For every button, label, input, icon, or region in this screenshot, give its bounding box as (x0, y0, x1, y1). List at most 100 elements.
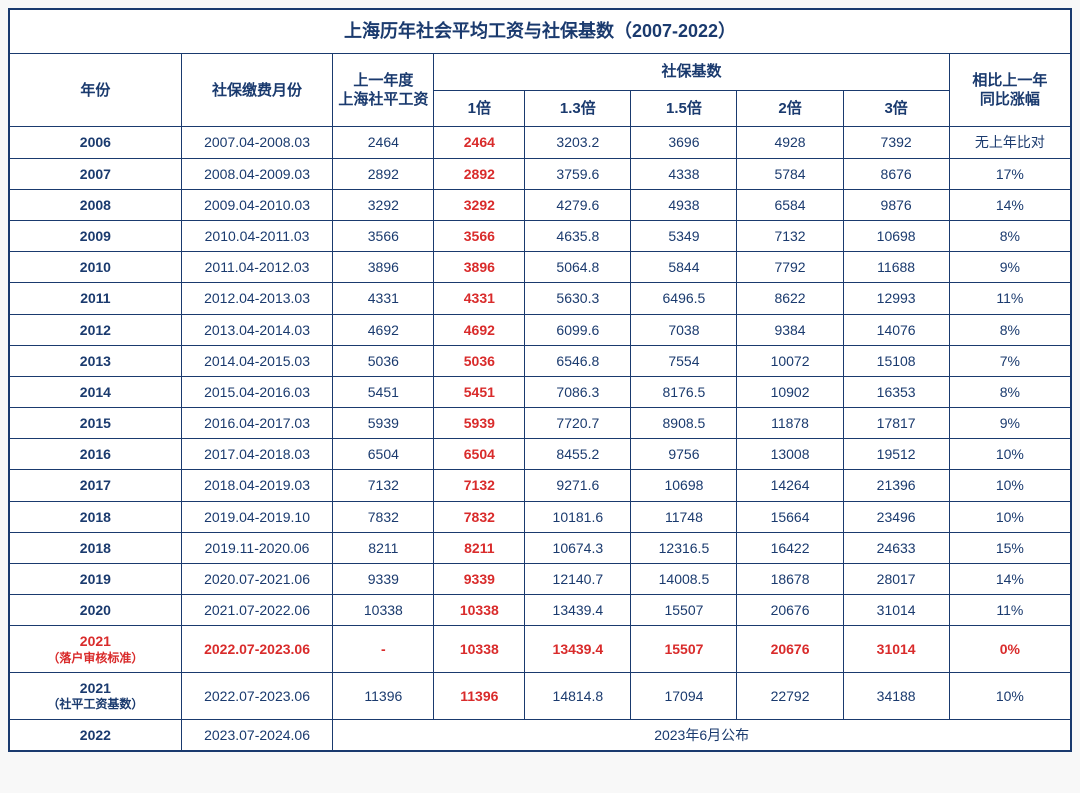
table-row: 20102011.04-2012.03389638965064.85844779… (10, 252, 1071, 283)
cell-m13: 13439.4 (525, 595, 631, 626)
cell-period: 2023.07-2024.06 (181, 719, 333, 750)
cell-m1: 8211 (434, 532, 525, 563)
cell-period: 2012.04-2013.03 (181, 283, 333, 314)
cell-m2: 15664 (737, 501, 843, 532)
table-row: 20142015.04-2016.03545154517086.38176.51… (10, 376, 1071, 407)
cell-year: 2008 (10, 189, 182, 220)
cell-year: 2015 (10, 408, 182, 439)
cell-period: 2007.04-2008.03 (181, 127, 333, 158)
cell-period: 2009.04-2010.03 (181, 189, 333, 220)
cell-m15: 12316.5 (631, 532, 737, 563)
table-row: 20162017.04-2018.03650465048455.29756130… (10, 439, 1071, 470)
table-row: 2021（社平工资基数）2022.07-2023.061139611396148… (10, 673, 1071, 720)
cell-period: 2018.04-2019.03 (181, 470, 333, 501)
cell-m1: 7832 (434, 501, 525, 532)
cell-m15: 4938 (631, 189, 737, 220)
cell-prev: 11396 (333, 673, 434, 720)
cell-m15: 15507 (631, 595, 737, 626)
cell-year: 2018 (10, 532, 182, 563)
cell-m2: 5784 (737, 158, 843, 189)
cell-year: 2009 (10, 220, 182, 251)
cell-m1: 3566 (434, 220, 525, 251)
cell-m1: 4692 (434, 314, 525, 345)
cell-m15: 5844 (631, 252, 737, 283)
cell-period: 2017.04-2018.03 (181, 439, 333, 470)
cell-m13: 3203.2 (525, 127, 631, 158)
cell-prev: 5036 (333, 345, 434, 376)
cell-m3: 10698 (843, 220, 949, 251)
cell-pct: 11% (949, 595, 1070, 626)
table-container: 上海历年社会平均工资与社保基数（2007-2022） 年份 社保缴费月份 上一年… (8, 8, 1072, 752)
cell-year: 2007 (10, 158, 182, 189)
cell-prev: 6504 (333, 439, 434, 470)
cell-m2: 16422 (737, 532, 843, 563)
cell-period: 2010.04-2011.03 (181, 220, 333, 251)
table-row: 20152016.04-2017.03593959397720.78908.51… (10, 408, 1071, 439)
cell-year: 2013 (10, 345, 182, 376)
cell-year: 2012 (10, 314, 182, 345)
cell-m2: 11878 (737, 408, 843, 439)
cell-m1: 5036 (434, 345, 525, 376)
cell-m13: 7086.3 (525, 376, 631, 407)
table-row: 20112012.04-2013.03433143315630.36496.58… (10, 283, 1071, 314)
cell-prev: 5939 (333, 408, 434, 439)
cell-m2: 20676 (737, 595, 843, 626)
cell-pct: 14% (949, 564, 1070, 595)
cell-m2: 18678 (737, 564, 843, 595)
cell-period: 2019.11-2020.06 (181, 532, 333, 563)
cell-m3: 17817 (843, 408, 949, 439)
cell-m15: 9756 (631, 439, 737, 470)
cell-m1: 11396 (434, 673, 525, 720)
header-m2: 2倍 (737, 90, 843, 127)
cell-m15: 7554 (631, 345, 737, 376)
cell-m1: 3896 (434, 252, 525, 283)
cell-pct: 无上年比对 (949, 127, 1070, 158)
cell-year: 2019 (10, 564, 182, 595)
cell-prev: 2892 (333, 158, 434, 189)
header-m3: 3倍 (843, 90, 949, 127)
header-payment-month: 社保缴费月份 (181, 54, 333, 127)
cell-period: 2014.04-2015.03 (181, 345, 333, 376)
cell-year: 2006 (10, 127, 182, 158)
cell-pct: 17% (949, 158, 1070, 189)
table-row: 20172018.04-2019.03713271329271.61069814… (10, 470, 1071, 501)
cell-period: 2020.07-2021.06 (181, 564, 333, 595)
cell-m13: 5064.8 (525, 252, 631, 283)
cell-prev: 2464 (333, 127, 434, 158)
cell-pct: 8% (949, 376, 1070, 407)
cell-prev: 10338 (333, 595, 434, 626)
cell-m13: 4279.6 (525, 189, 631, 220)
cell-pct: 11% (949, 283, 1070, 314)
cell-year: 2014 (10, 376, 182, 407)
cell-period: 2022.07-2023.06 (181, 673, 333, 720)
cell-pct: 9% (949, 252, 1070, 283)
cell-m2: 8622 (737, 283, 843, 314)
cell-prev: 3566 (333, 220, 434, 251)
cell-m13: 8455.2 (525, 439, 631, 470)
cell-m13: 3759.6 (525, 158, 631, 189)
table-row: 20122013.04-2014.03469246926099.67038938… (10, 314, 1071, 345)
cell-m2: 14264 (737, 470, 843, 501)
cell-m1: 5939 (434, 408, 525, 439)
cell-m3: 34188 (843, 673, 949, 720)
cell-period: 2013.04-2014.03 (181, 314, 333, 345)
cell-year: 2017 (10, 470, 182, 501)
cell-m13: 14814.8 (525, 673, 631, 720)
header-prev-avg-l1: 上一年度 (353, 72, 413, 89)
cell-m2: 20676 (737, 626, 843, 673)
table-row: 20182019.11-2020.068211821110674.312316.… (10, 532, 1071, 563)
table-row: 20062007.04-2008.03246424643203.23696492… (10, 127, 1071, 158)
cell-m2: 13008 (737, 439, 843, 470)
cell-prev: 4692 (333, 314, 434, 345)
table-row: 20222023.07-2024.062023年6月公布 (10, 719, 1071, 750)
cell-m2: 10072 (737, 345, 843, 376)
cell-m1: 2892 (434, 158, 525, 189)
cell-prev: 3292 (333, 189, 434, 220)
table-row: 20092010.04-2011.03356635664635.85349713… (10, 220, 1071, 251)
cell-year: 2020 (10, 595, 182, 626)
cell-m3: 14076 (843, 314, 949, 345)
cell-pct: 0% (949, 626, 1070, 673)
cell-year: 2010 (10, 252, 182, 283)
cell-m15: 7038 (631, 314, 737, 345)
cell-m3: 7392 (843, 127, 949, 158)
